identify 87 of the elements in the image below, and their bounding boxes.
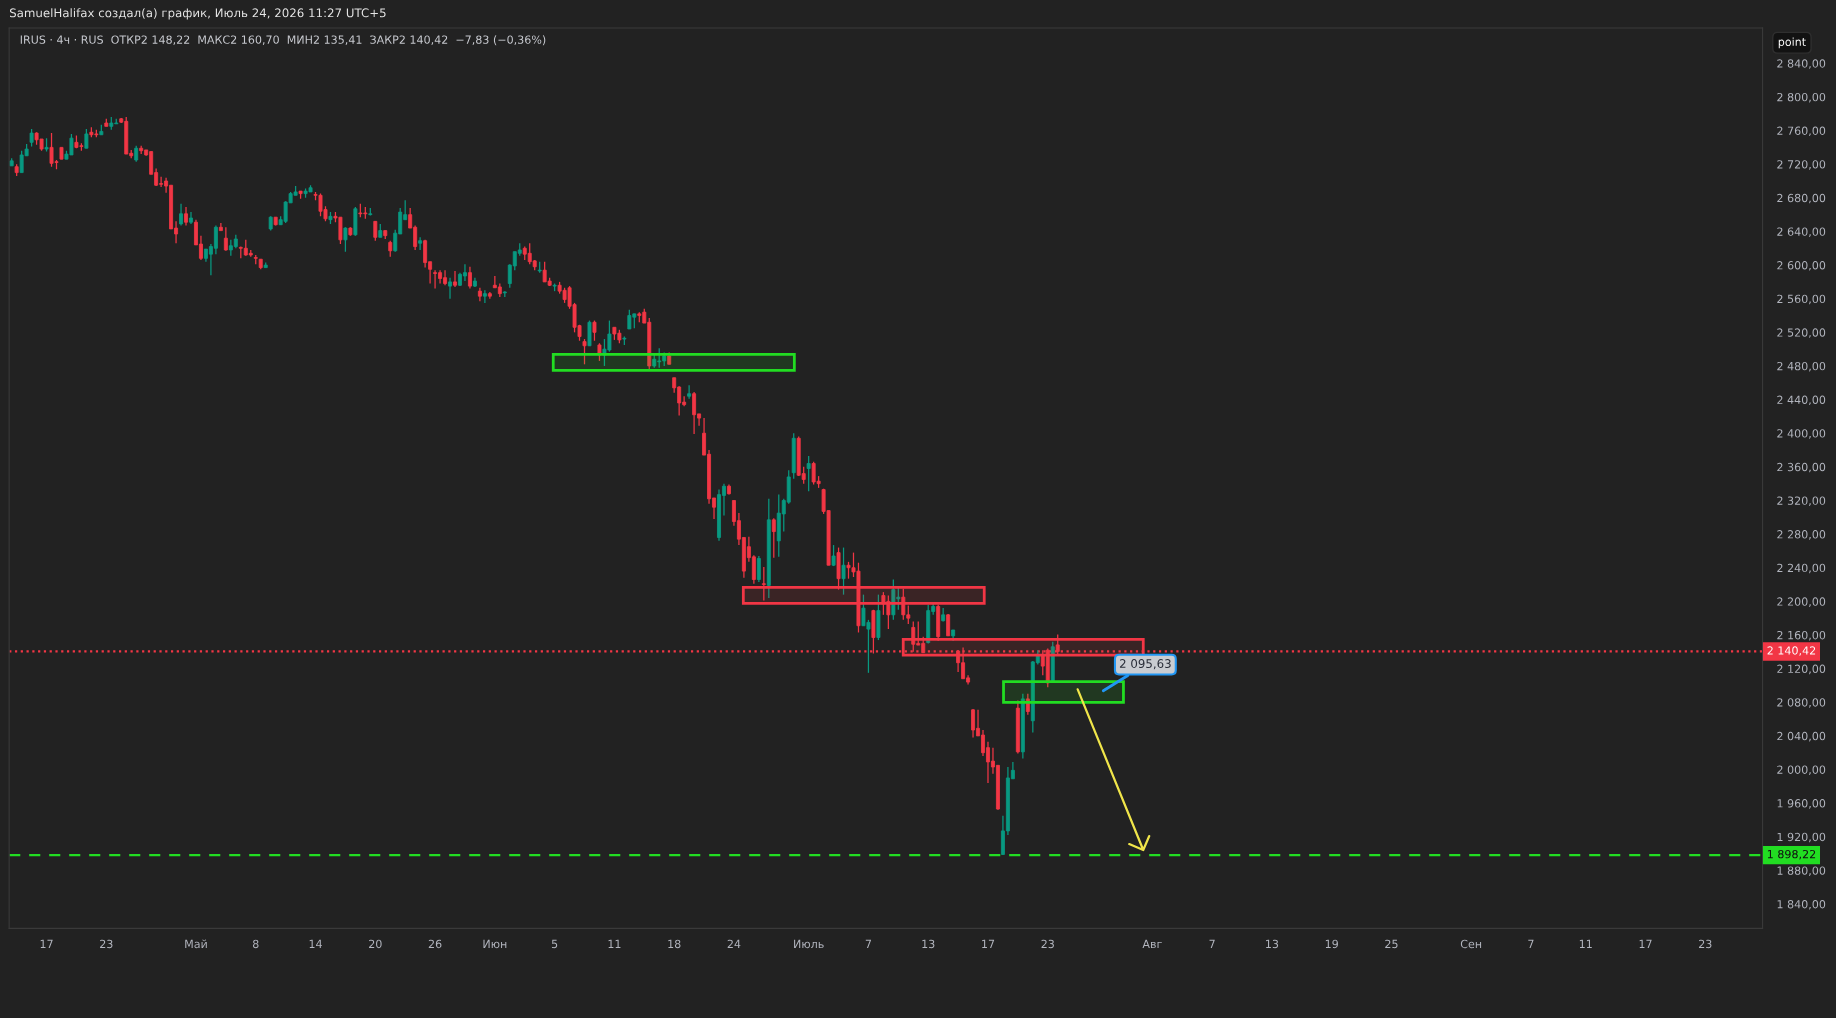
candlestick xyxy=(467,266,472,290)
candlestick xyxy=(373,220,378,242)
candlestick xyxy=(453,270,457,288)
candlestick xyxy=(448,277,452,300)
y-tick-label: 2 720,00 xyxy=(1777,160,1826,170)
y-tick-label: 2 080,00 xyxy=(1777,698,1826,708)
candlestick xyxy=(582,338,587,365)
y-tick-label: 1 920,00 xyxy=(1777,832,1826,843)
y-tick-label: 2 440,00 xyxy=(1777,395,1826,406)
x-tick-label: 18 xyxy=(668,939,681,949)
ref-line-label: 2 140,42 xyxy=(1767,646,1816,656)
y-tick-label: 2 400,00 xyxy=(1777,429,1826,439)
x-tick-label: 11 xyxy=(1579,939,1592,948)
x-tick-label: Авг xyxy=(1142,939,1162,948)
y-tick-label: 2 640,00 xyxy=(1777,227,1826,237)
y-tick-label: 2 280,00 xyxy=(1777,530,1826,540)
y-tick-label: 2 520,00 xyxy=(1777,328,1826,338)
x-tick-label: 13 xyxy=(1266,939,1279,949)
candlestick xyxy=(692,391,697,435)
x-tick-label: 14 xyxy=(309,939,322,948)
y-tick-label: 2 120,00 xyxy=(1777,664,1826,675)
x-tick-label: 25 xyxy=(1385,939,1398,949)
text: point xyxy=(1778,37,1806,49)
x-tick-label: 26 xyxy=(428,939,442,949)
x-tick-label: 8 xyxy=(252,939,259,949)
y-tick-label: 2 760,00 xyxy=(1777,126,1826,137)
y-tick-label: 2 320,00 xyxy=(1777,496,1826,506)
y-tick-label: 2 360,00 xyxy=(1777,462,1826,473)
x-tick-label: Май xyxy=(185,939,207,949)
x-tick-label: Июль xyxy=(794,939,824,949)
x-tick-label: 17 xyxy=(1639,939,1652,948)
y-tick-label: 2 680,00 xyxy=(1777,193,1826,204)
candlestick xyxy=(841,546,846,596)
candlestick xyxy=(1025,693,1030,716)
candlestick xyxy=(901,588,906,621)
candlestick xyxy=(184,206,188,227)
candlestick xyxy=(771,517,776,559)
candlestick xyxy=(806,455,811,492)
text: IRUS · 4ч · RUS ОТКР2 148,22 МАКС2 160,70 МИН2 135,41 ЗАКР2 140,42 −7,83 (−0,36%) xyxy=(20,35,546,46)
x-tick-label: 19 xyxy=(1325,939,1338,949)
x-tick-label: 23 xyxy=(100,939,113,949)
y-tick-label: 2 840,00 xyxy=(1777,59,1826,69)
candlestick xyxy=(482,289,487,304)
x-tick-label: 23 xyxy=(1041,939,1054,949)
x-tick-label: 13 xyxy=(922,939,935,949)
candlestick xyxy=(179,203,183,227)
x-tick-label: 17 xyxy=(982,939,995,948)
x-tick-label: 11 xyxy=(608,939,621,948)
x-tick-label: Июн xyxy=(483,939,507,949)
y-tick-label: 1 840,00 xyxy=(1777,900,1826,910)
y-tick-label: 2 800,00 xyxy=(1777,92,1826,103)
x-tick-label: 20 xyxy=(369,939,382,949)
x-tick-label: 23 xyxy=(1699,939,1712,949)
x-tick-label: 7 xyxy=(1209,939,1215,948)
y-tick-label: 2 160,00 xyxy=(1777,630,1826,641)
candlestick xyxy=(971,708,976,739)
candlestick xyxy=(687,384,692,400)
candlestick xyxy=(418,236,423,251)
x-tick-label: Сен xyxy=(1460,939,1482,949)
annotation: 2 095,63 xyxy=(1119,659,1171,670)
candlestick xyxy=(756,555,761,583)
candlestick xyxy=(84,128,89,149)
candlestick xyxy=(761,566,766,602)
candlestick xyxy=(462,263,467,282)
x-tick-label: 24 xyxy=(727,939,741,948)
y-tick-label: 2 480,00 xyxy=(1777,361,1826,372)
x-tick-label: 17 xyxy=(40,939,53,948)
y-tick-label: 2 240,00 xyxy=(1777,563,1826,574)
chart-title: SamuelHalifax создал(а) график, Июль 24, 2026 11:27 UTC+5 xyxy=(9,8,386,20)
y-tick-label: 2 560,00 xyxy=(1777,294,1826,305)
candlestick xyxy=(587,319,592,347)
x-tick-label: 5 xyxy=(551,939,558,949)
x-tick-label: 7 xyxy=(1528,939,1534,948)
y-tick-label: 1 960,00 xyxy=(1777,799,1826,809)
candlestick xyxy=(223,226,228,252)
ref-line-label: 1 898,22 xyxy=(1767,849,1816,860)
y-tick-label: 1 880,00 xyxy=(1777,866,1826,876)
y-tick-label: 2 000,00 xyxy=(1777,765,1826,776)
candlestick xyxy=(433,269,438,290)
candlestick xyxy=(592,319,597,342)
candlestick xyxy=(423,239,428,269)
candlestick xyxy=(343,226,348,253)
y-tick-label: 2 600,00 xyxy=(1777,261,1826,271)
candlestick xyxy=(213,224,218,255)
x-tick-label: 7 xyxy=(865,939,872,948)
y-tick-label: 2 200,00 xyxy=(1777,597,1826,607)
y-tick-label: 2 040,00 xyxy=(1777,731,1826,742)
